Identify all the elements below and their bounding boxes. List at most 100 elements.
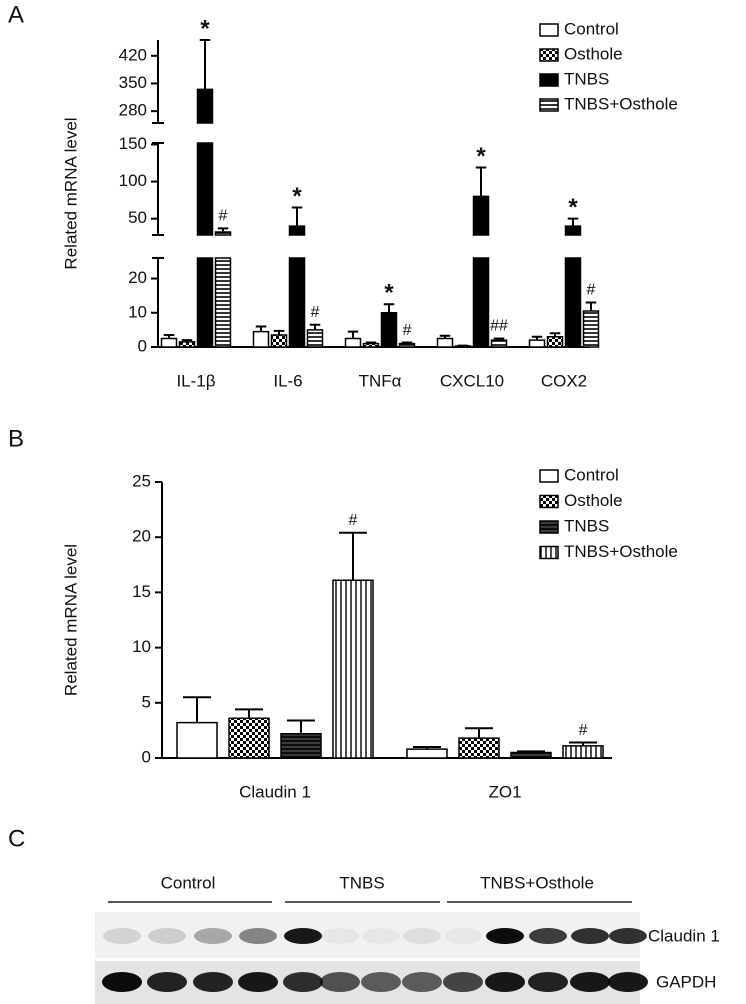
annotation: ## xyxy=(490,318,508,335)
error-bar xyxy=(309,323,321,330)
error-bar xyxy=(567,217,579,227)
error-bar xyxy=(475,166,487,197)
y-tick-label: 0 xyxy=(138,336,147,355)
blot: Control TNBS TNBS+Osthole Claudin 1 GAPD… xyxy=(95,873,720,1004)
band xyxy=(485,972,525,992)
band xyxy=(486,928,524,944)
annotation: * xyxy=(292,183,302,210)
band xyxy=(529,928,567,944)
error-bar xyxy=(339,531,367,581)
y-tick-label: 50 xyxy=(128,208,147,227)
bar xyxy=(562,745,604,759)
band xyxy=(148,928,186,944)
bar xyxy=(510,751,552,759)
band xyxy=(320,972,360,992)
band xyxy=(570,972,610,992)
bar xyxy=(406,748,448,759)
error-bar xyxy=(199,39,211,90)
blot-row-label: Claudin 1 xyxy=(648,926,720,945)
error-bar xyxy=(585,301,597,312)
error-bar xyxy=(287,719,315,734)
error-bar xyxy=(217,227,229,233)
y-tick-label: 420 xyxy=(119,45,147,64)
band xyxy=(528,972,568,992)
x-tick-label: ZO1 xyxy=(488,782,521,801)
x-tick-label: IL-1β xyxy=(176,371,215,390)
panel-letter: A xyxy=(8,1,24,28)
blot-group-label: TNBS xyxy=(339,873,384,892)
x-tick-label: CXCL10 xyxy=(440,371,504,390)
error-bar xyxy=(273,329,285,336)
band xyxy=(444,928,482,944)
band xyxy=(193,972,233,992)
y-tick-label: 20 xyxy=(132,527,151,546)
legend-swatch xyxy=(539,469,559,483)
annotation: # xyxy=(579,722,588,739)
bar xyxy=(582,310,600,348)
band xyxy=(609,928,647,944)
blot-group-label: Control xyxy=(161,873,216,892)
band xyxy=(147,972,187,992)
legend-swatch xyxy=(539,73,559,87)
band xyxy=(402,972,442,992)
bar xyxy=(380,312,398,348)
band xyxy=(102,972,142,992)
error-bar xyxy=(569,741,597,746)
bar xyxy=(280,732,322,759)
error-bar xyxy=(291,206,303,227)
bar xyxy=(270,334,288,348)
bar xyxy=(436,337,454,348)
bar xyxy=(398,342,416,348)
y-tick-label: 280 xyxy=(119,101,147,120)
error-bar xyxy=(183,696,211,723)
band xyxy=(571,928,609,944)
x-tick-label: IL-6 xyxy=(273,371,302,390)
legend-swatch xyxy=(539,545,559,560)
bar xyxy=(332,579,374,759)
y-tick-label: 20 xyxy=(128,268,147,287)
bands xyxy=(102,928,648,992)
error-bar xyxy=(549,332,561,337)
legend-swatch xyxy=(539,494,559,509)
band xyxy=(362,928,400,944)
legend-swatch xyxy=(539,98,559,112)
bar xyxy=(564,225,582,348)
annotation: * xyxy=(476,143,486,170)
legend-label: Osthole xyxy=(564,491,623,510)
y-tick-label: 350 xyxy=(119,73,147,92)
bar xyxy=(306,329,324,348)
error-bar xyxy=(465,727,493,739)
y-tick-label: 15 xyxy=(132,582,151,601)
x-tick-label: TNFα xyxy=(359,371,402,390)
annotation: # xyxy=(219,208,228,225)
legend-swatch xyxy=(539,48,559,62)
annotation: * xyxy=(568,194,578,221)
bar xyxy=(176,721,218,759)
band xyxy=(403,928,441,944)
bar xyxy=(362,342,380,348)
band xyxy=(608,972,648,992)
error-bar xyxy=(517,750,545,753)
band xyxy=(321,928,359,944)
annotation: # xyxy=(311,304,320,321)
error-bar xyxy=(365,341,377,344)
panel-letter: B xyxy=(8,425,24,452)
y-tick-label: 25 xyxy=(132,471,151,490)
y-axis-label: Related mRNA level xyxy=(61,117,80,269)
annotation: # xyxy=(403,322,412,339)
bar xyxy=(344,337,362,348)
annotation: # xyxy=(587,282,596,299)
bar xyxy=(288,225,306,348)
error-bar xyxy=(347,330,359,339)
bar xyxy=(546,335,564,348)
error-bar xyxy=(493,337,505,341)
bar xyxy=(178,341,196,348)
bar xyxy=(252,330,270,348)
legend-swatch xyxy=(539,23,559,37)
bar xyxy=(490,339,508,348)
error-bar xyxy=(413,745,441,750)
legend-label: TNBS xyxy=(564,516,609,535)
x-tick-label: COX2 xyxy=(541,371,587,390)
legend-label: TNBS+Osthole xyxy=(564,542,678,561)
